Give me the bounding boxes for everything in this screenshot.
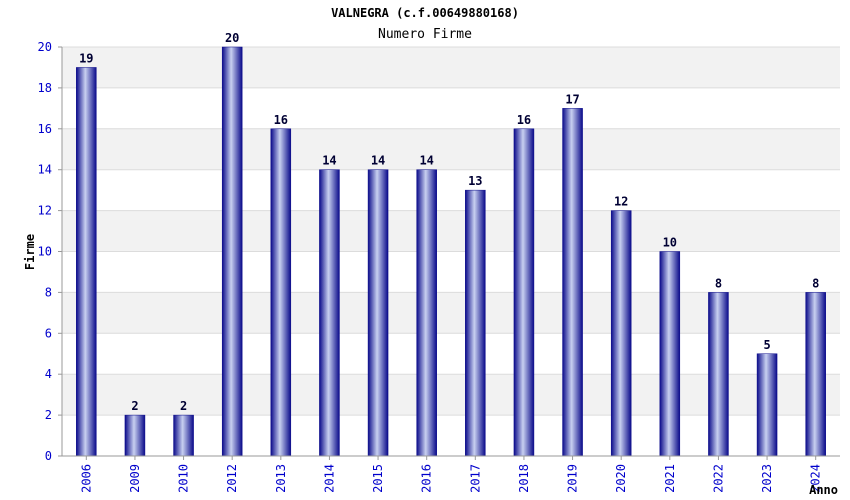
data-label-2010: 2	[180, 399, 187, 413]
chart-title: VALNEGRA (c.f.00649880168)	[331, 6, 519, 20]
bar-2017	[465, 189, 486, 457]
data-label-2017: 13	[468, 174, 482, 188]
bar-2022	[708, 292, 729, 457]
data-label-2016: 14	[419, 154, 433, 168]
bar-2024	[805, 292, 826, 457]
data-label-2019: 17	[565, 92, 579, 106]
y-axis-label: Firme	[23, 234, 37, 270]
x-tick-label-2019: 2019	[566, 464, 580, 493]
data-label-2020: 12	[614, 195, 628, 209]
y-tick-label: 12	[38, 204, 52, 218]
data-label-2006: 19	[79, 51, 93, 65]
x-tick-label-2022: 2022	[711, 464, 725, 493]
x-tick-label-2017: 2017	[468, 464, 482, 493]
x-axis-label: Anno	[809, 483, 838, 497]
bar-2019	[562, 108, 583, 457]
bar-2009	[124, 414, 146, 457]
y-tick-label: 4	[45, 367, 52, 381]
x-tick-label-2009: 2009	[128, 464, 142, 493]
bar-2021	[659, 251, 681, 457]
data-label-2018: 16	[517, 113, 531, 127]
x-tick-label-2014: 2014	[322, 464, 336, 493]
x-tick-label-2023: 2023	[760, 464, 774, 493]
x-tick-label-2024: 2024	[809, 464, 823, 493]
x-tick-label-2013: 2013	[274, 464, 288, 493]
data-label-2009: 2	[131, 399, 138, 413]
x-tick-label-2006: 2006	[79, 464, 93, 493]
bar-2016	[416, 169, 437, 457]
y-tick-label: 6	[45, 326, 52, 340]
data-label-2013: 16	[274, 113, 288, 127]
grid-band	[62, 128, 840, 170]
bar-2006	[76, 67, 97, 457]
data-label-2022: 8	[715, 276, 722, 290]
x-tick-label-2010: 2010	[177, 464, 191, 493]
y-tick-label: 18	[38, 81, 52, 95]
y-tick-label: 0	[45, 449, 52, 463]
y-tick-label: 2	[45, 408, 52, 422]
data-label-2014: 14	[322, 154, 336, 168]
chart-subtitle: Numero Firme	[378, 27, 472, 42]
bar-2020	[610, 210, 632, 457]
data-label-2015: 14	[371, 154, 385, 168]
y-tick-label: 16	[38, 122, 52, 136]
grid-band	[62, 210, 840, 252]
bar-2010	[173, 414, 194, 457]
x-tick-label-2020: 2020	[614, 464, 628, 493]
bar-2015	[367, 169, 389, 457]
y-tick-label: 20	[38, 40, 52, 54]
x-tick-label-2012: 2012	[225, 464, 239, 493]
bar-2013	[270, 128, 292, 457]
data-label-2023: 5	[763, 338, 770, 352]
y-tick-label: 8	[45, 285, 52, 299]
bar-2018	[513, 128, 535, 457]
y-tick-label: 10	[38, 245, 52, 259]
grid-band	[62, 47, 840, 88]
data-label-2021: 10	[663, 236, 677, 250]
x-tick-label-2018: 2018	[517, 464, 531, 493]
bar-2014	[319, 169, 340, 457]
x-tick-label-2016: 2016	[420, 464, 434, 493]
data-label-2024: 8	[812, 276, 819, 290]
data-label-2012: 20	[225, 31, 239, 45]
bar-2012	[221, 46, 243, 457]
x-tick-label-2015: 2015	[371, 464, 385, 493]
bar-2023	[756, 353, 778, 457]
x-tick-label-2021: 2021	[663, 464, 677, 493]
y-tick-label: 14	[38, 163, 52, 177]
